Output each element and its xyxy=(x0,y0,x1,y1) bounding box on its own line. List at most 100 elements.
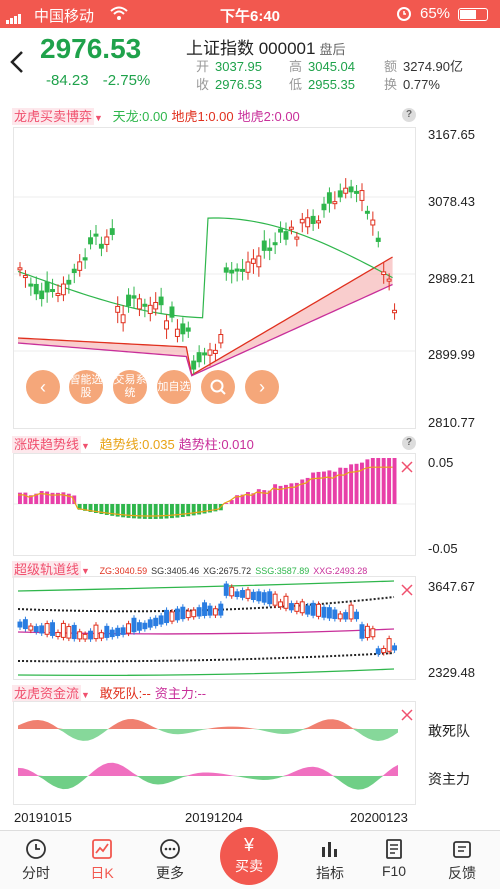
candle xyxy=(283,231,289,240)
trend-bar xyxy=(229,500,234,504)
trade-button[interactable]: ¥ 买卖 xyxy=(220,827,278,885)
candle xyxy=(337,613,343,620)
candle xyxy=(88,630,93,640)
nav-f10[interactable]: F10 xyxy=(364,831,424,890)
kline-icon xyxy=(92,839,112,859)
yen-icon: ¥ xyxy=(243,835,254,855)
legend-item: 地虎2:0.00 xyxy=(237,109,300,124)
search-icon[interactable] xyxy=(201,370,235,404)
candle xyxy=(332,201,338,205)
open-stat: 开 3037.95 xyxy=(196,59,263,74)
trend-chart[interactable] xyxy=(13,453,416,556)
alarm-icon xyxy=(396,4,412,26)
candle xyxy=(223,267,229,273)
trend-bar xyxy=(164,504,169,519)
candle xyxy=(288,226,294,230)
dropdown-icon[interactable]: ▼ xyxy=(81,441,90,451)
candle xyxy=(316,220,322,224)
trend-bar xyxy=(83,504,88,511)
next-button[interactable]: › xyxy=(245,370,279,404)
candle xyxy=(370,219,376,226)
track-chart[interactable] xyxy=(13,576,416,680)
battery-icon xyxy=(458,8,488,21)
candle xyxy=(326,192,332,204)
trend-bar xyxy=(235,495,240,504)
candle xyxy=(386,278,392,282)
candle xyxy=(39,625,45,634)
indicator-name[interactable]: 龙虎买卖博弈 xyxy=(12,108,95,125)
indicator-name[interactable]: 龙虎资金流 xyxy=(12,685,82,702)
candle xyxy=(169,611,175,622)
trade-system-button[interactable]: 交易系统 xyxy=(113,370,147,404)
nav-more[interactable]: 更多 xyxy=(140,831,200,890)
trend-bar xyxy=(61,492,66,504)
smart-select-button[interactable]: 智能选股 xyxy=(69,370,103,404)
candle xyxy=(326,607,332,619)
trend-bar xyxy=(381,458,386,504)
trend-bar xyxy=(66,493,71,504)
trend-bar xyxy=(191,504,196,516)
nav-intraday[interactable]: 分时 xyxy=(6,831,66,890)
candlestick-chart[interactable] xyxy=(13,127,416,429)
trend-bar xyxy=(115,504,120,517)
trend-bar xyxy=(360,462,364,504)
candle xyxy=(202,602,207,616)
fund-flow-chart[interactable] xyxy=(13,701,416,805)
nav-indicator[interactable]: 指标 xyxy=(300,831,360,890)
feedback-icon xyxy=(453,841,471,858)
nav-feedback[interactable]: 反馈 xyxy=(432,831,492,890)
candle xyxy=(223,583,229,596)
candle xyxy=(158,296,164,306)
panel3-header[interactable]: 超级轨道线 ▼ ZG:3040.59 SG:3405.46 XG:2675.72 SSG… xyxy=(12,559,371,578)
candle xyxy=(278,601,284,608)
help-icon[interactable]: ? xyxy=(402,108,416,122)
turnover-stat: 换 0.77% xyxy=(384,77,440,92)
candle xyxy=(267,247,273,251)
panel4-header[interactable]: 龙虎资金流 ▼ 敢死队:-- 资主力:-- xyxy=(12,683,211,702)
candle xyxy=(272,593,278,606)
dropdown-icon[interactable]: ▼ xyxy=(94,113,103,123)
legend-item: 趋势柱:0.010 xyxy=(178,437,254,452)
indicator-legend: 敢死队:-- 资主力:-- xyxy=(100,686,211,701)
dihu2-line xyxy=(17,283,393,377)
candle xyxy=(316,603,322,617)
candle xyxy=(348,186,354,193)
panel1-header[interactable]: 龙虎买卖博弈 ▼ 天龙:0.00 地虎1:0.00 地虎2:0.00 xyxy=(12,106,304,125)
prev-button[interactable]: ‹ xyxy=(26,370,60,404)
trend-bar xyxy=(327,470,332,504)
candle xyxy=(82,257,88,261)
add-watchlist-button[interactable]: 加自选 xyxy=(157,370,191,404)
indicator-name[interactable]: 超级轨道线 xyxy=(12,561,82,578)
xg-line xyxy=(17,652,395,663)
candle xyxy=(272,242,278,246)
trend-bar xyxy=(240,494,245,504)
legend-item: 地虎1:0.00 xyxy=(171,109,234,124)
candle xyxy=(364,625,370,639)
dropdown-icon[interactable]: ▼ xyxy=(81,690,90,700)
candle xyxy=(153,301,159,310)
y-tick: 2329.48 xyxy=(428,665,475,680)
candle xyxy=(354,611,360,620)
trend-bar xyxy=(142,504,147,519)
candle xyxy=(310,215,316,224)
dihu1-line xyxy=(17,256,393,376)
candle xyxy=(71,624,77,640)
nav-daily-k[interactable]: 日K xyxy=(72,831,132,890)
candle xyxy=(234,268,240,272)
panel2-header[interactable]: 涨跌趋势线 ▼ 趋势线:0.035 趋势柱:0.010 xyxy=(12,434,258,453)
candle xyxy=(191,360,197,370)
candle xyxy=(359,624,365,639)
back-arrow-icon[interactable] xyxy=(10,50,24,81)
help-icon[interactable]: ? xyxy=(402,436,416,450)
trend-bar xyxy=(365,459,370,504)
trend-bar xyxy=(338,467,343,504)
candle xyxy=(60,622,66,638)
trend-bar xyxy=(39,491,44,504)
legend-item: 趋势线:0.035 xyxy=(99,437,175,452)
dropdown-icon[interactable]: ▼ xyxy=(81,566,90,576)
indicator-name[interactable]: 涨跌趋势线 xyxy=(12,436,82,453)
candle xyxy=(55,292,61,296)
candle xyxy=(109,228,115,235)
candle xyxy=(191,609,197,618)
bottom-nav: 分时 日K 更多 ¥ 买卖 指标 F10 反馈 xyxy=(0,827,500,890)
